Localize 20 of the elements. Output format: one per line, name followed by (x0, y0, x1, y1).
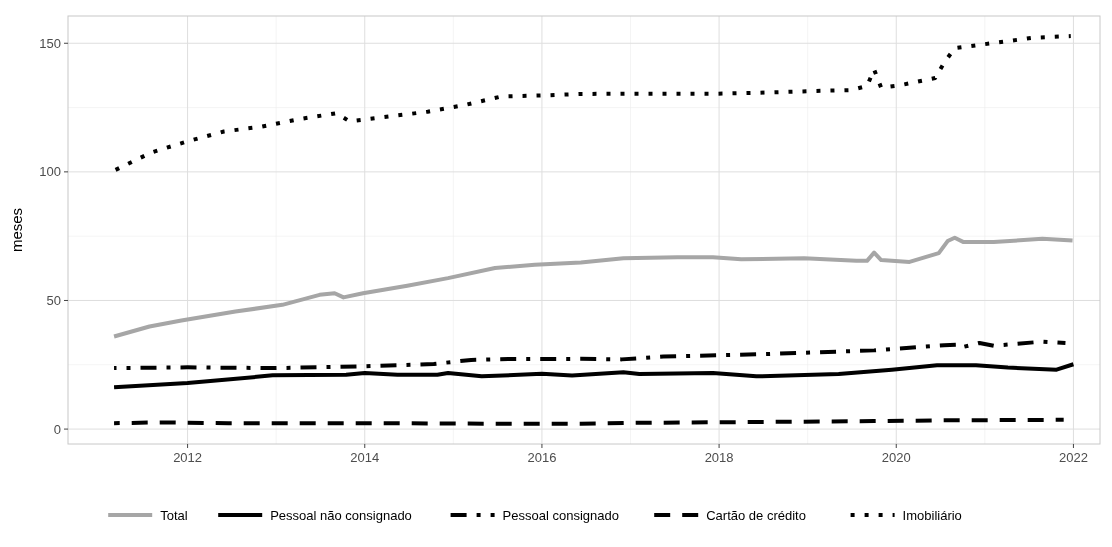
y-tick-label: 100 (39, 164, 61, 180)
y-tick-label: 150 (39, 35, 61, 51)
x-tick-label: 2022 (1058, 450, 1088, 465)
x-tick-label: 2012 (173, 450, 203, 465)
legend-label: Total (160, 507, 188, 523)
legend-label: Imobiliário (902, 507, 962, 523)
x-tick-label: 2014 (350, 450, 380, 465)
legend-label: Cartão de crédito (706, 507, 806, 523)
y-tick-label: 0 (53, 421, 61, 437)
line-series (112, 362, 1076, 390)
y-tick-label: 50 (46, 292, 61, 308)
legend-label: Pessoal não consignado (270, 507, 412, 523)
x-tick-label: 2020 (881, 450, 911, 465)
x-tick-label: 2016 (527, 450, 557, 465)
line-series (112, 235, 1075, 339)
y-axis-title: meses (8, 207, 25, 253)
line-series (112, 34, 1073, 173)
x-tick-label: 2018 (704, 450, 734, 465)
legend-label: Pessoal consignado (502, 507, 619, 523)
line-series (112, 339, 1068, 371)
